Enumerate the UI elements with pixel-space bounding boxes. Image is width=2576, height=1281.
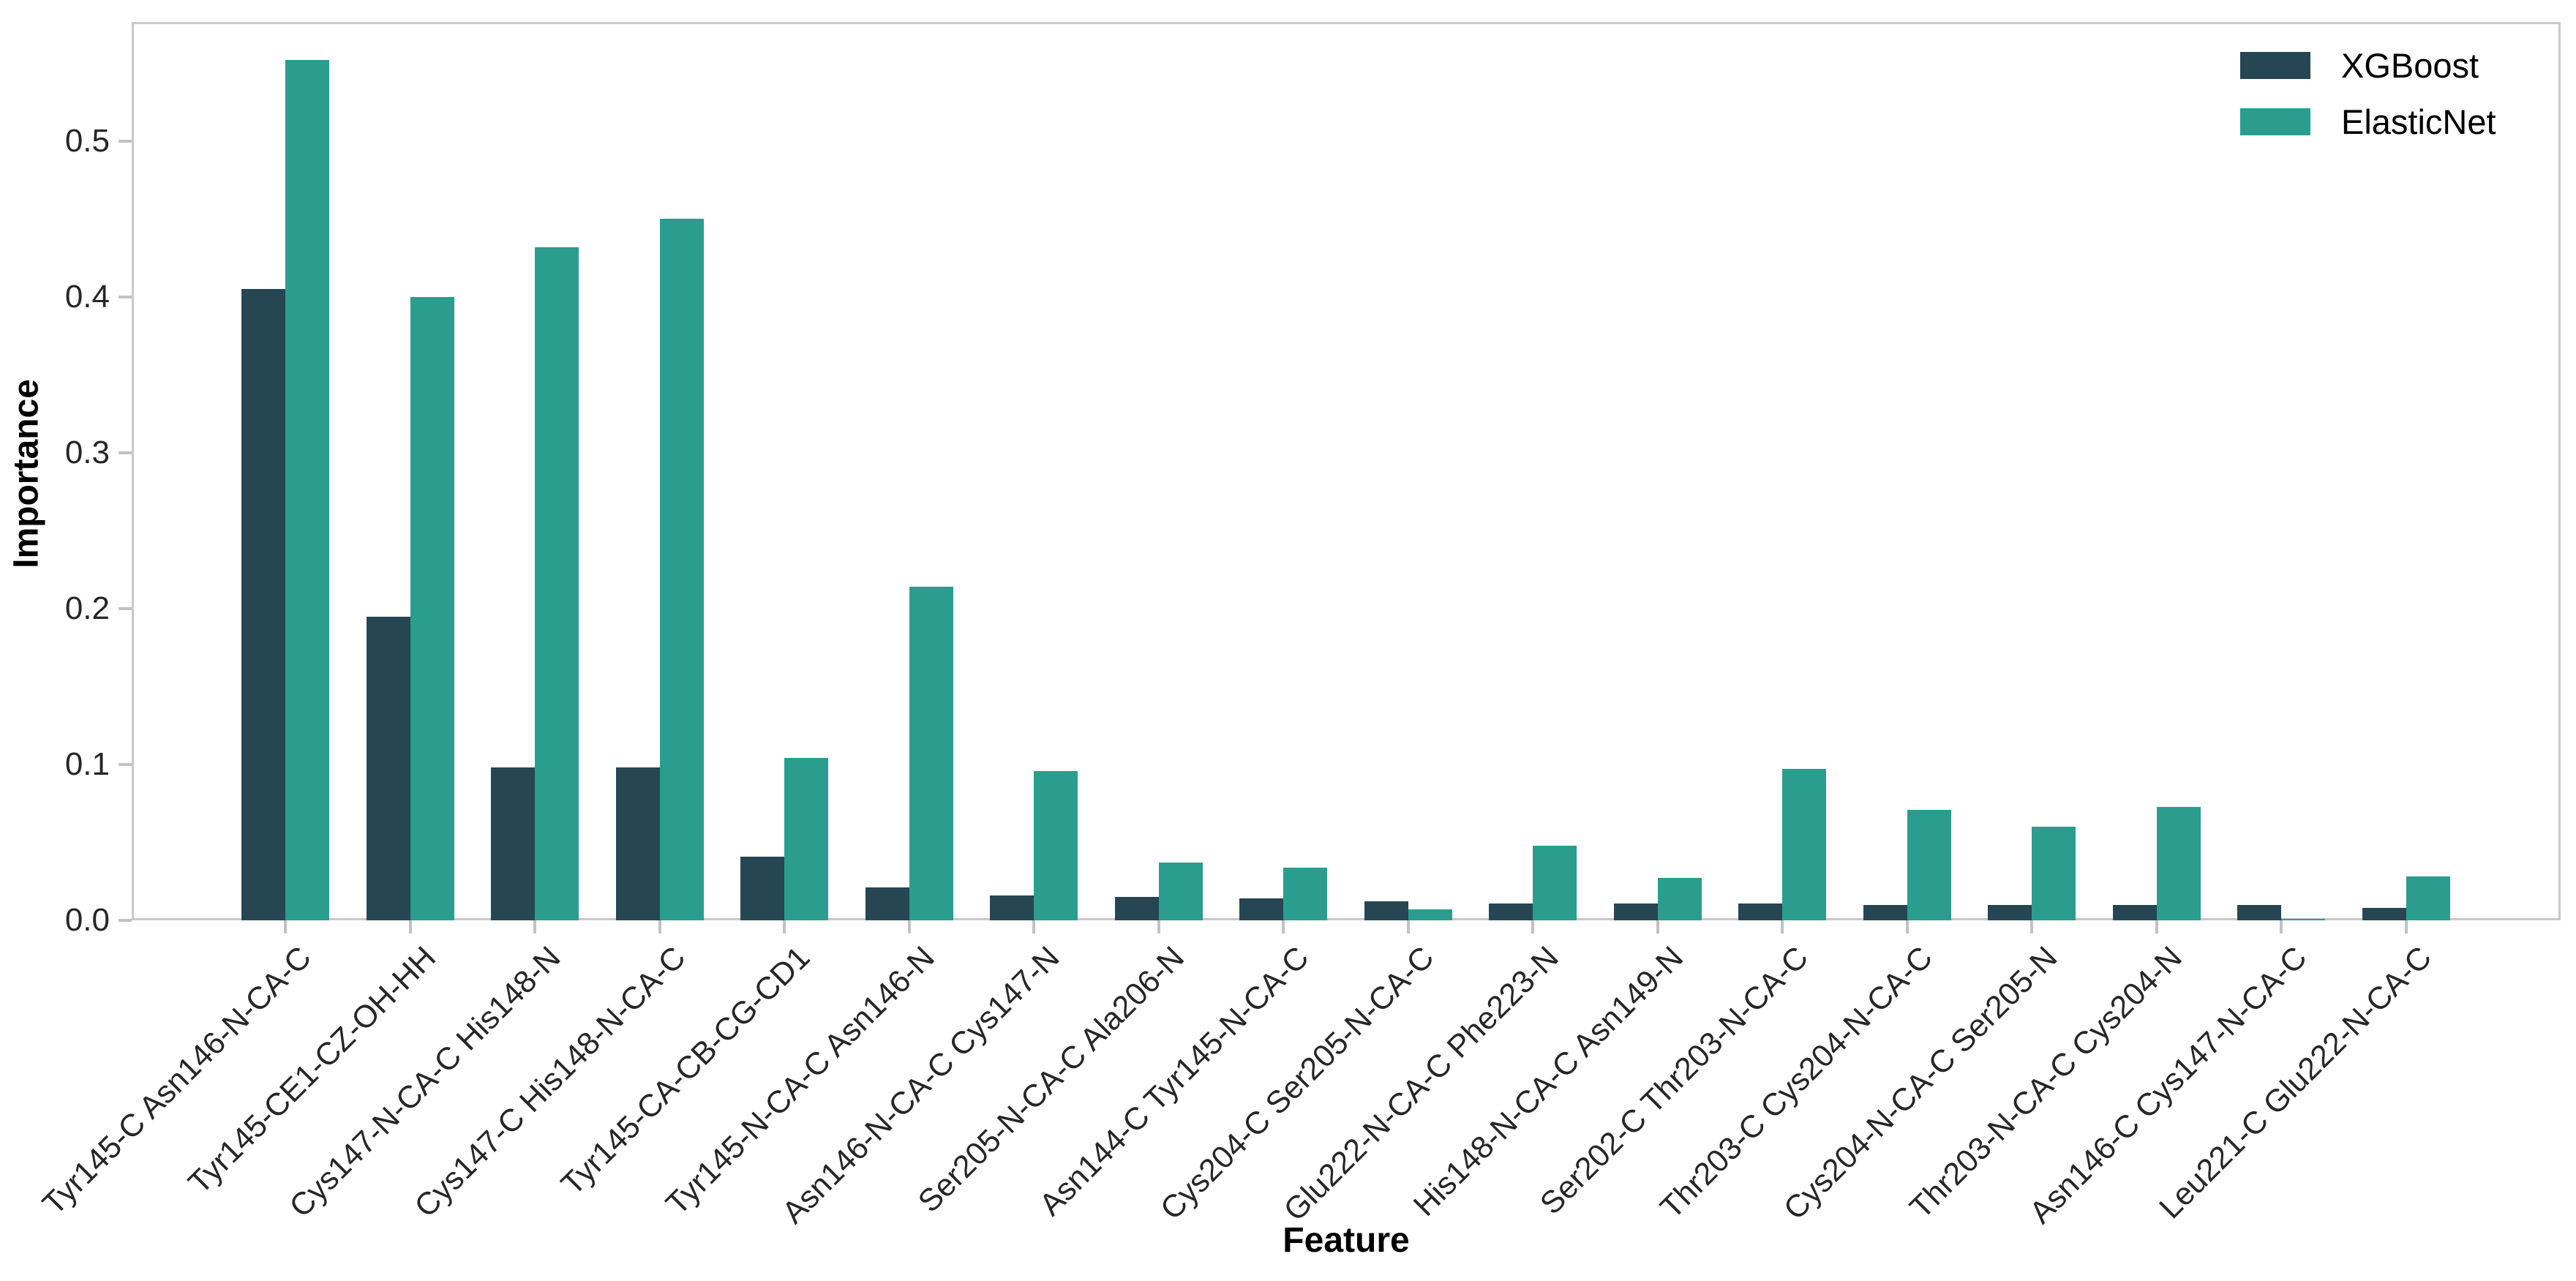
legend-row: ElasticNet [2240, 102, 2496, 142]
x-tick-mark [2030, 920, 2033, 933]
x-tick-mark [533, 920, 536, 933]
bar-xgboost [740, 857, 784, 920]
legend-label: ElasticNet [2341, 102, 2496, 141]
legend-swatch-elasticnet [2240, 108, 2310, 135]
bar-elasticnet [2156, 807, 2201, 920]
bar-xgboost [2362, 908, 2406, 920]
x-tick-mark [2404, 920, 2408, 933]
bar-xgboost [1239, 898, 1283, 920]
x-axis-title: Feature [1283, 1221, 1410, 1260]
y-tick-label: 0.2 [64, 590, 110, 626]
bar-xgboost [615, 767, 660, 920]
bar-elasticnet [1657, 878, 1702, 920]
y-tick-mark [119, 607, 132, 610]
bar-xgboost [1863, 905, 1907, 920]
y-tick-label: 0.5 [64, 123, 110, 159]
bar-xgboost [2237, 905, 2281, 920]
bar-xgboost [366, 617, 410, 920]
bar-xgboost [1114, 897, 1159, 920]
y-tick-mark [119, 763, 132, 766]
bar-xgboost [990, 895, 1034, 920]
bar-elasticnet [1283, 868, 1327, 920]
y-tick-mark [119, 919, 132, 922]
bar-elasticnet [1533, 846, 1577, 920]
bar-elasticnet [1408, 909, 1452, 920]
bar-elasticnet [1158, 863, 1203, 920]
x-tick-mark [658, 920, 661, 933]
legend-row: XGBoost [2240, 45, 2496, 86]
bar-elasticnet [1034, 771, 1078, 920]
bar-xgboost [241, 289, 285, 920]
y-tick-label: 0.0 [64, 902, 110, 938]
bar-xgboost [2112, 905, 2157, 920]
bar-elasticnet [2281, 919, 2325, 920]
x-tick-mark [1905, 920, 1909, 933]
x-tick-mark [1781, 920, 1784, 933]
bar-elasticnet [909, 587, 953, 920]
bar-elasticnet [784, 758, 828, 920]
bar-elasticnet [1782, 769, 1826, 920]
x-tick-mark [1656, 920, 1659, 933]
bar-elasticnet [2406, 876, 2450, 920]
bar-xgboost [1613, 904, 1658, 920]
bar-xgboost [1364, 901, 1408, 920]
legend: XGBoost ElasticNet [2240, 45, 2496, 158]
bar-xgboost [865, 887, 909, 920]
x-tick-mark [284, 920, 287, 933]
x-tick-mark [783, 920, 786, 933]
bar-xgboost [1738, 904, 1782, 920]
bar-xgboost [491, 767, 535, 920]
legend-label: XGBoost [2341, 46, 2479, 85]
x-tick-mark [1282, 920, 1285, 933]
bar-xgboost [1489, 904, 1533, 920]
bar-elasticnet [410, 297, 454, 920]
x-tick-mark [907, 920, 911, 933]
y-tick-label: 0.3 [64, 435, 110, 470]
bar-elasticnet [2032, 827, 2076, 920]
x-tick-label: Tyr145-CE1-CZ-OH-HH [181, 939, 443, 1201]
y-tick-label: 0.4 [64, 279, 110, 315]
x-tick-mark [1157, 920, 1160, 933]
x-tick-mark [1032, 920, 1035, 933]
bar-elasticnet [285, 60, 329, 920]
x-tick-mark [2155, 920, 2158, 933]
bar-elasticnet [1907, 810, 1951, 920]
bar-elasticnet [659, 219, 704, 920]
x-tick-mark [1531, 920, 1534, 933]
y-tick-label: 0.1 [64, 746, 110, 782]
x-tick-mark [2280, 920, 2283, 933]
x-tick-mark [408, 920, 412, 933]
x-tick-label: Tyr145-CA-CB-CG-CD1 [555, 939, 817, 1203]
y-tick-mark [119, 451, 132, 454]
x-tick-mark [1406, 920, 1410, 933]
y-tick-mark [119, 296, 132, 298]
y-tick-mark [119, 140, 132, 143]
bar-xgboost [1988, 905, 2032, 920]
bar-elasticnet [535, 247, 579, 920]
legend-swatch-xgboost [2240, 52, 2310, 79]
